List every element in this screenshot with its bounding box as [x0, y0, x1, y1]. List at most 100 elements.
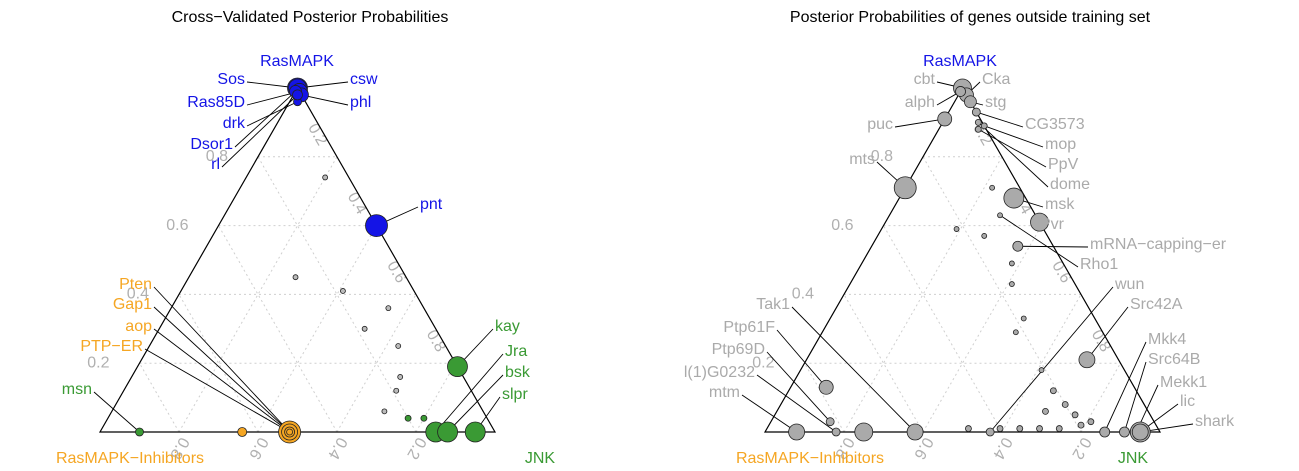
point-label: Mekk1 [1160, 374, 1207, 391]
grid-line [804, 362, 845, 433]
triangle-frame [763, 86, 1162, 433]
grid-line [415, 362, 456, 433]
point-label: mtm [709, 384, 740, 401]
point [955, 86, 966, 97]
point [393, 387, 400, 394]
point [1030, 212, 1049, 232]
point [981, 233, 988, 239]
bottom-tick-label: 0.4 [324, 434, 350, 462]
point-label: drk [223, 115, 246, 132]
point-label: mts [849, 151, 875, 168]
point [365, 214, 388, 238]
point [1008, 260, 1015, 267]
point [361, 325, 368, 332]
point [322, 174, 329, 181]
point [1087, 418, 1095, 426]
point [397, 374, 404, 380]
vertex-label: RasMAPK−Inhibitors [56, 450, 204, 467]
point-label: Src64B [1148, 351, 1200, 368]
point-label: wun [1114, 276, 1144, 293]
vertex-label: JNK [525, 450, 556, 467]
grid-line [257, 225, 377, 433]
leader-line [741, 394, 797, 433]
point [980, 122, 988, 130]
point-label: Cka [982, 71, 1011, 88]
vertex-label: RasMAPK [260, 53, 334, 70]
leader-line [776, 329, 827, 388]
point [971, 107, 981, 117]
bottom-tick-label: 0.2 [403, 434, 429, 462]
leader-line [978, 128, 1047, 168]
point [1012, 240, 1024, 252]
left-tick-label: 0.4 [792, 286, 814, 303]
point [825, 417, 835, 427]
point [1049, 387, 1057, 395]
point [1003, 187, 1025, 209]
point-label: csw [350, 71, 378, 88]
point [1036, 425, 1043, 432]
point [906, 423, 924, 441]
point-label: Dsor1 [190, 136, 233, 153]
grid-line [843, 294, 924, 433]
point [385, 305, 392, 312]
grid-line [178, 156, 338, 433]
leader-line [221, 94, 298, 168]
point [420, 414, 428, 422]
point-label: rl [211, 156, 220, 173]
grid-line [922, 225, 1042, 433]
point [989, 184, 996, 191]
leader-line [144, 348, 290, 433]
right-tick-label: 0.6 [1048, 258, 1074, 286]
point [953, 226, 960, 232]
point-label: CG3573 [1025, 116, 1085, 133]
leader-line [1017, 245, 1089, 248]
point-label: slpr [502, 386, 528, 403]
right-tick-label: 0.6 [383, 258, 409, 286]
triangle-frame [98, 86, 497, 433]
leader-line [894, 118, 945, 128]
point [1012, 329, 1019, 336]
point-label: kay [495, 318, 520, 335]
leader-line [447, 374, 504, 433]
point-label: Rho1 [1080, 256, 1118, 273]
point-label: Ptp61F [723, 319, 775, 336]
point-label: Mkk4 [1148, 331, 1186, 348]
bottom-tick-label: 0.4 [989, 434, 1015, 462]
leader-line [791, 306, 916, 433]
point [1008, 281, 1015, 287]
point-label: phl [350, 94, 371, 111]
grid-line [1080, 362, 1121, 433]
bottom-tick-label: 0.6 [245, 434, 271, 462]
grid-line [1001, 294, 1082, 433]
point-label: stg [985, 94, 1006, 111]
point-label: dome [1050, 176, 1090, 193]
point-label: cbt [914, 71, 936, 88]
chart-title: Posterior Probabilities of genes outside… [790, 9, 1151, 26]
point [1099, 426, 1111, 438]
left-tick-label: 0.6 [831, 217, 853, 234]
vertex-label: RasMAPK−Inhibitors [736, 450, 884, 467]
point [831, 427, 841, 437]
chart-title: Cross−Validated Posterior Probabilities [172, 9, 449, 26]
point-label: l(1)G0232 [684, 364, 755, 381]
left-tick-label: 0.8 [871, 148, 893, 165]
vertex-label: JNK [1118, 450, 1149, 467]
leader-line [234, 91, 296, 148]
leader-line [1086, 306, 1129, 361]
point-label: Tak1 [756, 296, 790, 313]
point [437, 421, 459, 443]
point-label: puc [867, 116, 893, 133]
grid-line [883, 225, 1003, 433]
point-label: Src42A [1130, 296, 1183, 313]
point [1061, 401, 1069, 408]
point [237, 427, 248, 437]
point-label: PpV [1048, 156, 1079, 173]
point-label: Gap1 [113, 296, 152, 313]
point [404, 414, 412, 422]
point [1016, 425, 1024, 432]
left-tick-label: 0.6 [166, 217, 188, 234]
point-label: lic [1180, 393, 1195, 410]
point [1020, 315, 1027, 322]
leader-line [153, 328, 290, 433]
